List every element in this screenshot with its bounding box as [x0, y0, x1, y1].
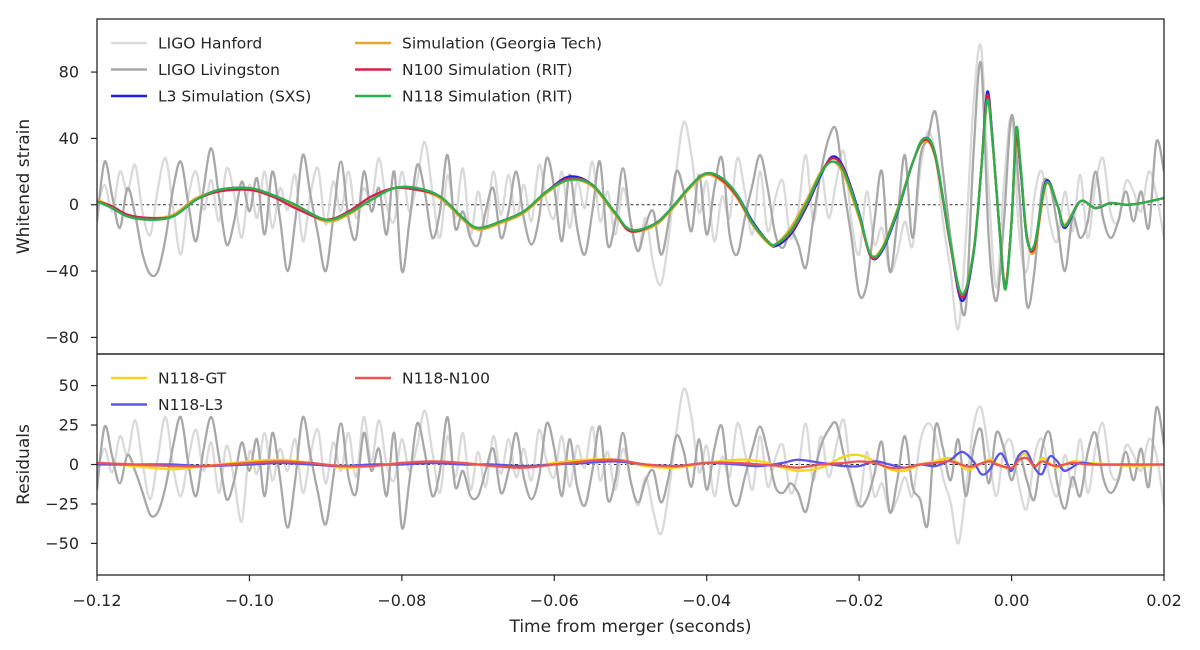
top-legend-label-n100-simulation-rit: N100 Simulation (RIT) [402, 61, 573, 79]
residual-y-axis-label: Residuals [14, 424, 34, 505]
residual-panel-frame [96, 353, 1165, 576]
top-legend-label-n118-simulation-rit: N118 Simulation (RIT) [402, 88, 573, 106]
strain-y-axis-label: Whitened strain [14, 119, 34, 254]
strain-legend: LIGO Hanford LIGO Livingston L3 Simulation… [111, 35, 602, 106]
bottom-legend-label-n118-gt: N118-GT [158, 370, 227, 388]
top-legend-label-l3-simulation-sxs: L3 Simulation (SXS) [158, 88, 311, 106]
residual-y-axis-ticks: −50 −25 0 25 50 [45, 376, 97, 553]
top-series-ligo-hanford [97, 43, 1164, 331]
strain-series-group [97, 43, 1164, 331]
strain-y-axis-ticks: −80 −40 0 40 80 [45, 63, 97, 347]
bottom-y-tick-label: −25 [45, 494, 79, 513]
bottom-y-tick-label: 25 [59, 416, 79, 435]
x-tick-label: −0.08 [377, 591, 426, 610]
x-tick-label: −0.12 [72, 591, 121, 610]
time-x-axis-ticks: −0.12 −0.10 −0.08 −0.06 −0.04 −0.02 0.00 0.02 [72, 575, 1182, 610]
residual-series-group [97, 387, 1164, 545]
x-tick-label: 0.02 [1146, 591, 1182, 610]
bottom-legend-label-n118-l3: N118-L3 [158, 396, 223, 414]
top-legend-label-ligo-livingston: LIGO Livingston [158, 61, 280, 79]
x-tick-label: −0.06 [530, 591, 579, 610]
x-tick-label: −0.02 [835, 591, 884, 610]
residuals-panel: N118-GT N118-L3 N118-N100 −50 −25 0 25 50 −0.1… [14, 353, 1182, 637]
top-series-ligo-livingston [97, 60, 1164, 317]
time-x-axis-label: Time from merger (seconds) [508, 617, 751, 637]
bottom-series-ligo-livingston [97, 405, 1164, 530]
top-legend-label-simulation-georgia-tech: Simulation (Georgia Tech) [402, 35, 602, 53]
bottom-y-tick-label: 0 [69, 455, 79, 474]
strain-panel: LIGO Hanford LIGO Livingston L3 Simulation… [14, 18, 1165, 355]
bottom-y-tick-label: 50 [59, 376, 79, 395]
top-y-tick-label: 0 [69, 195, 79, 214]
bottom-y-tick-label: −50 [45, 534, 79, 553]
top-y-tick-label: −40 [45, 262, 79, 281]
top-y-tick-label: 80 [59, 63, 79, 82]
top-y-tick-label: 40 [59, 129, 79, 148]
bottom-series-n118-n100 [97, 456, 1164, 470]
top-series-n118-simulation-rit [97, 98, 1164, 296]
x-tick-label: −0.04 [682, 591, 731, 610]
top-legend-label-ligo-hanford: LIGO Hanford [158, 35, 262, 53]
top-y-tick-label: −80 [45, 328, 79, 347]
bottom-legend-label-n118-n100: N118-N100 [402, 370, 490, 388]
x-tick-label: −0.10 [225, 591, 274, 610]
x-tick-label: 0.00 [994, 591, 1030, 610]
residual-legend: N118-GT N118-L3 N118-N100 [111, 370, 490, 414]
